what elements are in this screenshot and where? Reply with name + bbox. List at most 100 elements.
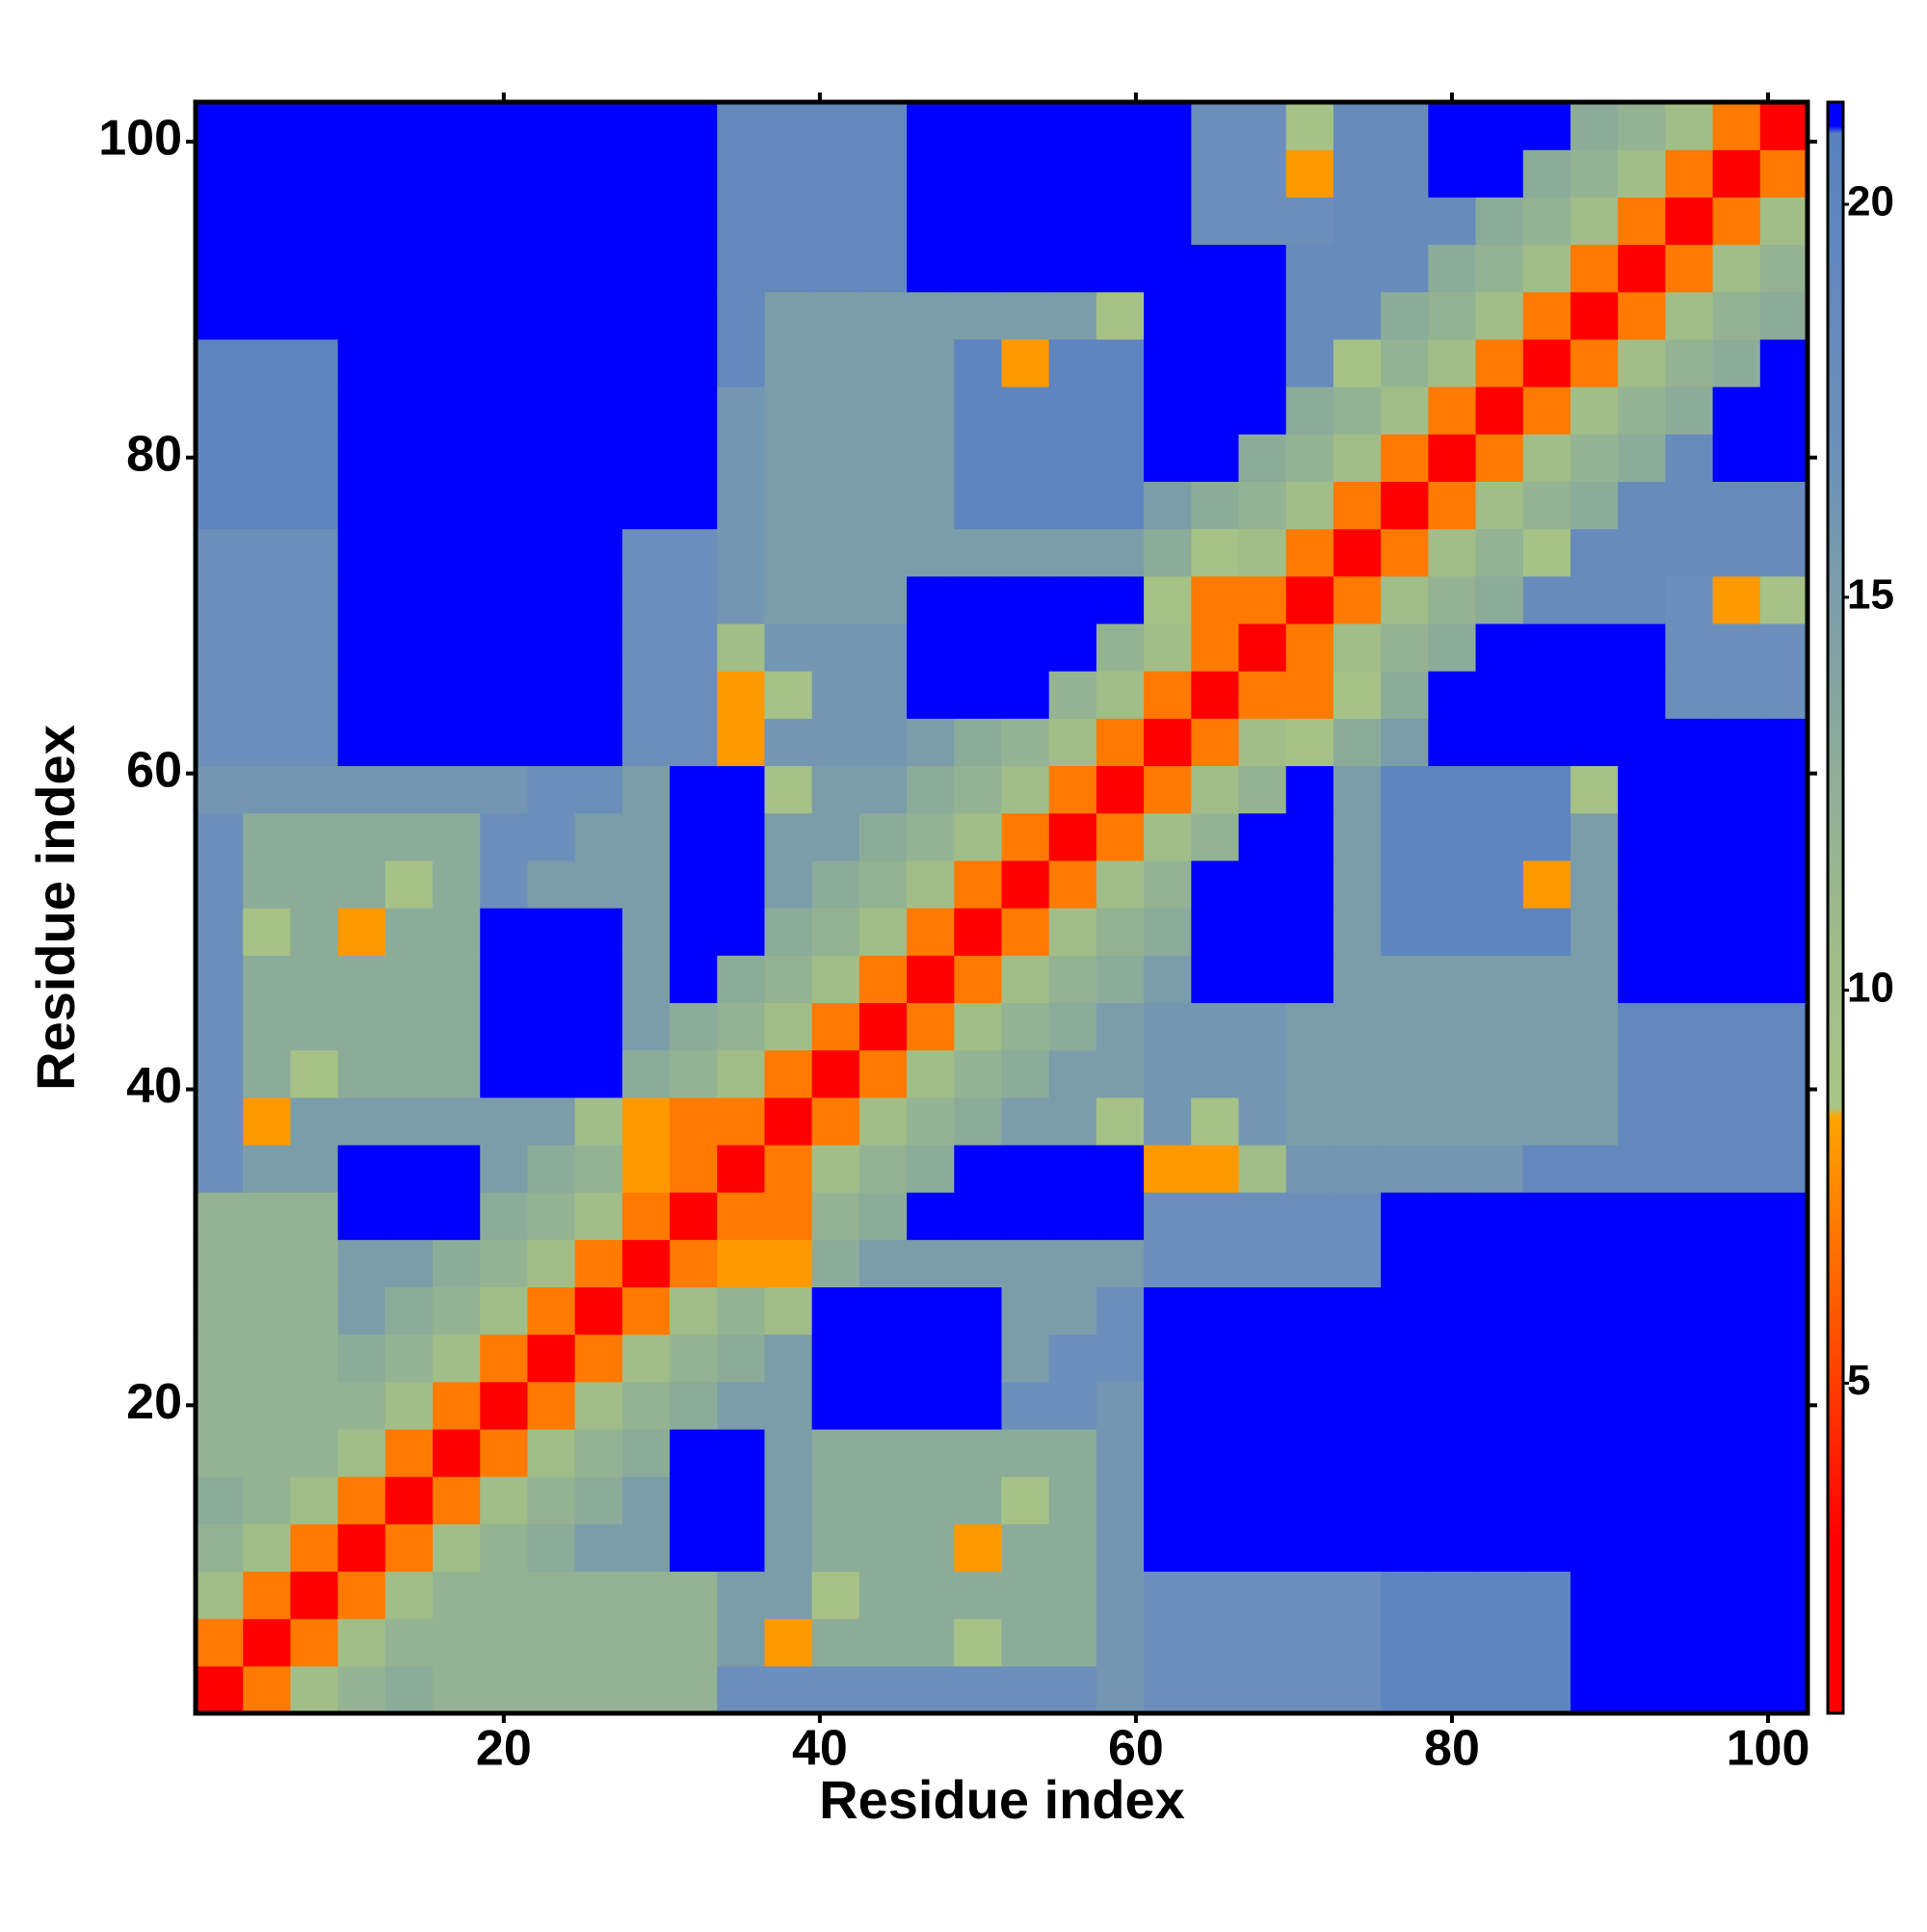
heatmap-cell xyxy=(764,149,813,198)
heatmap-cell xyxy=(1522,671,1571,719)
heatmap-cell xyxy=(574,434,623,483)
heatmap-cell xyxy=(1238,481,1287,530)
heatmap-cell xyxy=(337,908,386,956)
heatmap-cell xyxy=(1381,1097,1429,1146)
heatmap-cell xyxy=(480,860,529,909)
heatmap xyxy=(196,102,1808,1714)
heatmap-cell xyxy=(1475,1144,1524,1193)
heatmap-cell xyxy=(1522,1097,1571,1146)
heatmap-cell xyxy=(1665,1381,1714,1430)
heatmap-cell xyxy=(717,149,766,198)
heatmap-cell xyxy=(858,860,908,909)
heatmap-cell xyxy=(811,860,860,909)
heatmap-cell xyxy=(1144,955,1192,1003)
heatmap-cell xyxy=(243,1665,292,1714)
heatmap-cell xyxy=(196,1239,244,1288)
heatmap-cell xyxy=(1285,1571,1334,1620)
heatmap-cell xyxy=(480,908,529,956)
colorbar-tick-label: 20 xyxy=(1847,178,1894,225)
heatmap-cell xyxy=(1522,1571,1571,1620)
heatmap-cell xyxy=(1712,860,1761,909)
heatmap-cell xyxy=(811,102,860,150)
heatmap-cell xyxy=(480,1097,529,1146)
heatmap-cell xyxy=(527,622,576,672)
heatmap-cell xyxy=(1048,481,1097,530)
heatmap-cell xyxy=(1428,244,1477,293)
heatmap-cell xyxy=(527,671,576,719)
heatmap-cell xyxy=(811,1239,860,1288)
heatmap-cell xyxy=(621,1334,671,1383)
heatmap-cell xyxy=(1191,1523,1240,1573)
heatmap-cell xyxy=(527,575,576,624)
heatmap-cell xyxy=(290,244,339,293)
heatmap-cell xyxy=(1475,1049,1524,1098)
heatmap-cell xyxy=(1428,149,1477,198)
heatmap-cell xyxy=(858,481,908,530)
heatmap-cell xyxy=(670,149,718,198)
heatmap-cell xyxy=(384,338,434,387)
heatmap-cell xyxy=(670,1334,718,1383)
heatmap-cell xyxy=(764,622,813,672)
heatmap-cell xyxy=(1048,1144,1097,1193)
heatmap-cell xyxy=(954,291,1003,340)
heatmap-cell xyxy=(1570,1192,1619,1240)
heatmap-cell xyxy=(1048,1192,1097,1240)
heatmap-cell xyxy=(243,291,292,340)
heatmap-cell xyxy=(480,149,529,198)
heatmap-cell xyxy=(433,1097,481,1146)
heatmap-cell xyxy=(1665,1286,1714,1336)
heatmap-cell xyxy=(574,1144,623,1193)
heatmap-cell xyxy=(858,102,908,150)
heatmap-cell xyxy=(858,1049,908,1098)
heatmap-cell xyxy=(811,1286,860,1336)
heatmap-cell xyxy=(480,1571,529,1620)
heatmap-cell xyxy=(1522,908,1571,956)
heatmap-cell xyxy=(1191,1097,1240,1146)
heatmap-cell xyxy=(1238,1286,1287,1336)
heatmap-cell xyxy=(574,812,623,861)
heatmap-cell xyxy=(1048,1665,1097,1714)
heatmap-cell xyxy=(1001,1144,1050,1193)
heatmap-cell xyxy=(1238,718,1287,767)
heatmap-cell xyxy=(1381,149,1429,198)
heatmap-cell xyxy=(1428,1381,1477,1430)
heatmap-cell xyxy=(1333,528,1382,577)
heatmap-cell xyxy=(290,1097,339,1146)
heatmap-cell xyxy=(1381,908,1429,956)
heatmap-cell xyxy=(1712,908,1761,956)
heatmap-cell xyxy=(1381,1523,1429,1573)
heatmap-cell xyxy=(1522,528,1571,577)
heatmap-cell xyxy=(527,1239,576,1288)
heatmap-cell xyxy=(480,102,529,150)
heatmap-cell xyxy=(1191,1665,1240,1714)
heatmap-cell xyxy=(384,102,434,150)
heatmap-cell xyxy=(384,765,434,814)
heatmap-cell xyxy=(670,1002,718,1051)
heatmap-cell xyxy=(290,481,339,530)
heatmap-cell xyxy=(1144,338,1192,387)
heatmap-cell xyxy=(1381,1571,1429,1620)
heatmap-cell xyxy=(480,671,529,719)
heatmap-cell xyxy=(1048,622,1097,672)
heatmap-cell xyxy=(527,244,576,293)
heatmap-cell xyxy=(1712,244,1761,293)
heatmap-cell xyxy=(858,1239,908,1288)
heatmap-cell xyxy=(1048,1049,1097,1098)
heatmap-cell xyxy=(196,671,244,719)
heatmap-cell xyxy=(384,860,434,909)
heatmap-cell xyxy=(811,1097,860,1146)
heatmap-cell xyxy=(954,386,1003,435)
heatmap-cell xyxy=(1665,765,1714,814)
heatmap-cell xyxy=(907,908,955,956)
heatmap-cell xyxy=(1095,1476,1145,1524)
heatmap-cell xyxy=(1665,860,1714,909)
heatmap-cell xyxy=(1759,291,1808,340)
heatmap-cell xyxy=(574,860,623,909)
heatmap-cell xyxy=(1001,1618,1050,1667)
heatmap-cell xyxy=(384,718,434,767)
heatmap-cell xyxy=(574,481,623,530)
heatmap-cell xyxy=(1522,1476,1571,1524)
heatmap-cell xyxy=(1285,812,1334,861)
heatmap-cell xyxy=(1665,149,1714,198)
heatmap-cell xyxy=(1570,1618,1619,1667)
